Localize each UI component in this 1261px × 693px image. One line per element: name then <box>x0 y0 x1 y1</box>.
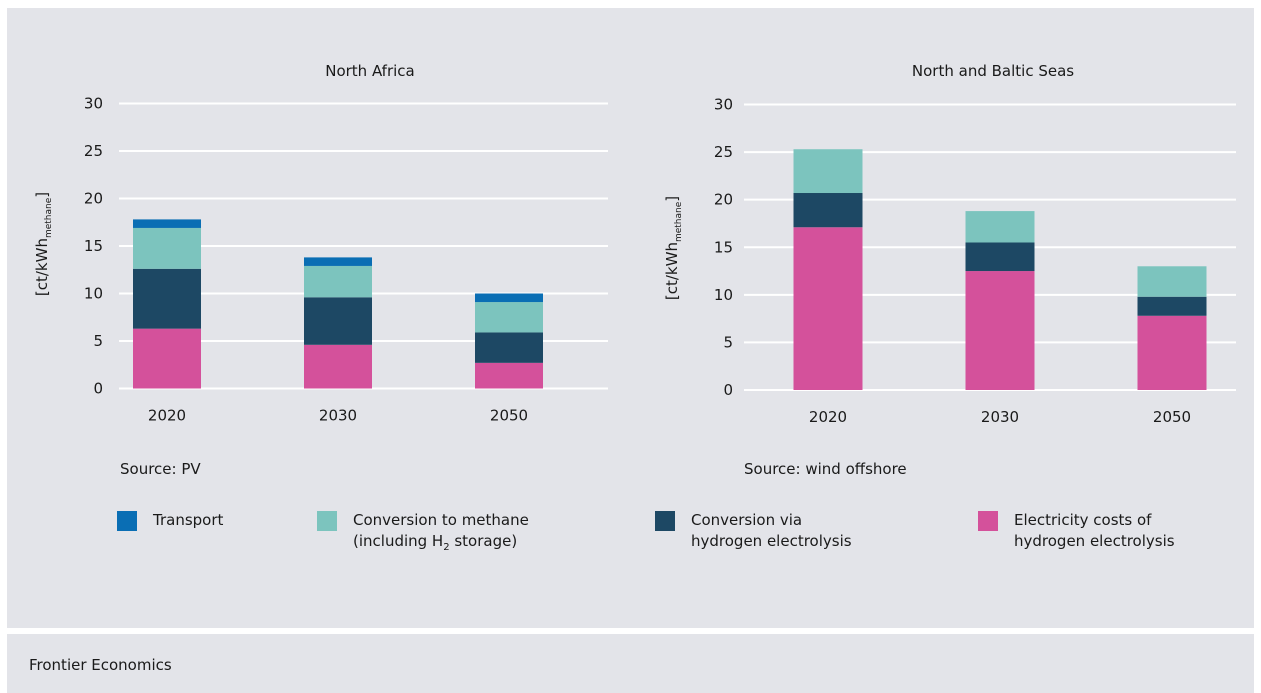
legend-item-methane: Conversion to methane (including H2 stor… <box>317 510 529 558</box>
legend-label-electrolysis: Conversion via hydrogen electrolysis <box>691 511 852 550</box>
legend-swatch-electrolysis <box>655 511 675 531</box>
bar-electricity-2020 <box>793 227 863 390</box>
y-tick-label: 25 <box>84 142 103 160</box>
x-tick-label: 2020 <box>148 407 186 425</box>
y-tick-label: 5 <box>93 332 103 350</box>
bar-electrolysis-2030 <box>965 242 1035 272</box>
legend-swatch-electricity <box>978 511 998 531</box>
legend-swatch-methane <box>317 511 337 531</box>
legend-label-electricity: Electricity costs of hydrogen electrolys… <box>1014 511 1175 550</box>
y-tick-label: 25 <box>714 143 733 161</box>
y-tick-label: 0 <box>93 380 103 398</box>
bar-electricity-2030 <box>304 344 372 389</box>
x-tick-label: 2030 <box>319 407 357 425</box>
bar-electricity-2020 <box>133 328 201 389</box>
footer-source-credit: Frontier Economics <box>29 656 172 674</box>
bar-electrolysis-2050 <box>1137 296 1207 316</box>
y-tick-label: 30 <box>714 96 733 114</box>
bar-electrolysis-2020 <box>793 193 863 228</box>
legend-swatch-transport <box>117 511 137 531</box>
bar-electrolysis-2030 <box>304 297 372 345</box>
bar-methane-2050 <box>475 302 543 333</box>
x-tick-label: 2050 <box>490 407 528 425</box>
y-tick-label: 0 <box>723 381 733 399</box>
y-axis-label: [ct/kWhmethane] <box>33 192 54 296</box>
bar-methane-2050 <box>1137 266 1207 297</box>
bar-methane-2020 <box>793 149 863 194</box>
bar-electricity-2050 <box>475 362 543 389</box>
bar-electrolysis-2050 <box>475 332 543 363</box>
chart-panel: North Africa [ct/kWhmethane] 0 5 10 15 20 25 30 2… <box>7 8 1254 628</box>
x-tick-label: 2020 <box>809 408 847 426</box>
chart-title: North and Baltic Seas <box>912 62 1074 80</box>
bar-transport-2020 <box>133 219 201 228</box>
y-tick-label: 15 <box>84 237 103 255</box>
x-tick-label: 2030 <box>981 408 1019 426</box>
footer: Frontier Economics <box>7 634 1254 693</box>
bar-transport-2030 <box>304 257 372 266</box>
legend-label-methane: Conversion to methane (including H2 stor… <box>353 511 529 553</box>
bar-methane-2030 <box>965 211 1035 243</box>
y-tick-label: 20 <box>714 191 733 209</box>
y-tick-label: 30 <box>84 95 103 113</box>
y-tick-label: 5 <box>723 333 733 351</box>
bar-methane-2020 <box>133 227 201 269</box>
y-tick-label: 20 <box>84 190 103 208</box>
legend-item-electricity: Electricity costs of hydrogen electrolys… <box>978 510 1175 552</box>
bar-transport-2050 <box>475 293 543 303</box>
source-right: Source: wind offshore <box>744 460 907 478</box>
legend-label-transport: Transport <box>153 511 224 529</box>
x-tick-label: 2050 <box>1153 408 1191 426</box>
legend-item-electrolysis: Conversion via hydrogen electrolysis <box>655 510 852 552</box>
bar-methane-2030 <box>304 265 372 298</box>
legend-item-transport: Transport <box>117 510 223 531</box>
y-tick-label: 10 <box>714 286 733 304</box>
source-left: Source: PV <box>120 460 201 478</box>
bar-electrolysis-2020 <box>133 268 201 329</box>
chart-title: North Africa <box>325 62 415 80</box>
charts-svg: North Africa [ct/kWhmethane] 0 5 10 15 20 25 30 2… <box>33 62 1236 426</box>
y-tick-label: 10 <box>84 285 103 303</box>
y-tick-label: 15 <box>714 238 733 256</box>
bar-electricity-2050 <box>1137 315 1207 390</box>
bar-electricity-2030 <box>965 271 1035 390</box>
y-axis-label: [ct/kWhmethane] <box>663 196 684 300</box>
